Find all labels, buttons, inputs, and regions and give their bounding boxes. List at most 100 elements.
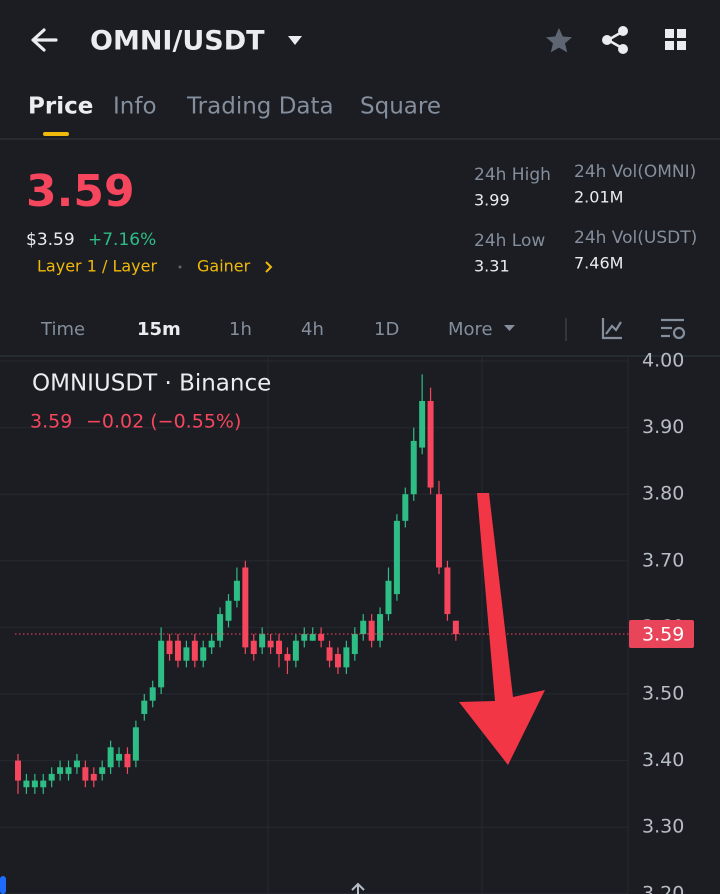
interval[interactable]: 1D xyxy=(374,319,399,340)
candle-body xyxy=(124,753,131,768)
price-change: +7.16% xyxy=(88,230,156,250)
candle-body xyxy=(360,620,367,635)
last-price-label: 3.59 xyxy=(642,624,684,646)
candle-body xyxy=(318,634,325,641)
candle-body xyxy=(284,654,291,661)
candle-body xyxy=(402,494,409,521)
tag[interactable]: Layer 1 / Layer xyxy=(37,257,157,276)
interval[interactable]: 4h xyxy=(301,319,324,340)
y-tick-label: 3.20 xyxy=(642,882,684,894)
candle-body xyxy=(200,647,207,661)
candle-body xyxy=(166,640,173,655)
candle-body xyxy=(351,634,358,655)
separator-dot xyxy=(178,265,182,269)
favorite-icon[interactable] xyxy=(546,28,572,53)
legend-price: 3.59 xyxy=(30,411,72,433)
candle-body xyxy=(427,400,434,488)
tab[interactable]: Info xyxy=(113,94,157,120)
interval[interactable]: 1h xyxy=(229,319,252,340)
tab[interactable]: Price xyxy=(28,94,93,120)
candle-body xyxy=(343,647,350,668)
stat-value: 7.46M xyxy=(574,254,623,273)
back-button[interactable] xyxy=(31,28,58,52)
candle-body xyxy=(267,640,274,648)
y-tick-label: 3.40 xyxy=(642,749,684,771)
candle-body xyxy=(259,634,266,648)
stat-label: 24h Vol(USDT) xyxy=(574,228,697,248)
candle-body xyxy=(309,634,316,641)
candle-body xyxy=(393,520,400,595)
candle-body xyxy=(158,640,165,688)
y-tick-label: 3.30 xyxy=(642,816,684,838)
candle-body xyxy=(149,687,156,701)
candle-body xyxy=(183,647,190,661)
settings-icon[interactable] xyxy=(661,318,686,340)
candle-body xyxy=(410,440,417,495)
candle-body xyxy=(208,640,215,648)
candle-body xyxy=(90,773,97,781)
candle-body xyxy=(141,700,148,714)
tag-chevron xyxy=(265,261,273,273)
annotation-arrow xyxy=(459,493,545,765)
candle-body xyxy=(436,494,442,568)
tab[interactable]: Trading Data xyxy=(186,94,334,120)
candle-body xyxy=(65,767,72,774)
candle-body xyxy=(385,580,392,615)
stat-value: 3.99 xyxy=(474,191,510,210)
candle-body xyxy=(242,567,249,648)
tab-indicator xyxy=(43,132,69,136)
share-icon[interactable] xyxy=(602,26,628,54)
last-price-box xyxy=(629,620,694,649)
candle-body xyxy=(73,760,80,768)
candle-body xyxy=(444,567,451,615)
candle-body xyxy=(452,620,459,635)
candle-body xyxy=(48,773,55,781)
pair-title[interactable]: OMNI/USDT xyxy=(90,26,265,57)
stat-value: 2.01M xyxy=(574,188,623,207)
stat-label: 24h High xyxy=(474,165,551,185)
candle-body xyxy=(326,647,333,661)
edge-handle xyxy=(0,876,6,894)
interval[interactable]: Time xyxy=(40,319,85,340)
candle-body xyxy=(276,640,283,655)
tag[interactable]: Gainer xyxy=(197,257,251,276)
candle-body xyxy=(15,760,21,781)
pair-dropdown[interactable] xyxy=(288,36,302,45)
stat-label: 24h Low xyxy=(474,231,545,251)
indicator-icon[interactable] xyxy=(601,318,622,340)
chart-title: OMNIUSDT · Binance xyxy=(32,371,271,397)
candle-body xyxy=(99,767,106,774)
candle-body xyxy=(31,780,38,788)
y-tick-label: 3.50 xyxy=(642,683,684,705)
candle-body xyxy=(292,640,299,661)
interval[interactable]: 15m xyxy=(137,319,181,340)
chart: 3.203.303.403.503.603.703.803.904.003.59 xyxy=(0,350,694,894)
candle-body xyxy=(174,640,181,661)
candle-body xyxy=(334,654,341,668)
candle-body xyxy=(132,727,139,761)
stat-label: 24h Vol(OMNI) xyxy=(574,162,696,182)
candle-body xyxy=(217,614,224,641)
candle-body xyxy=(23,780,30,788)
candle-body xyxy=(116,753,123,761)
candle-body xyxy=(57,767,64,774)
y-tick-label: 3.80 xyxy=(642,483,684,505)
tab[interactable]: Square xyxy=(360,94,441,120)
candle-body xyxy=(419,400,426,448)
y-tick-label: 3.70 xyxy=(642,549,684,571)
candle-body xyxy=(82,767,89,781)
legend-change: −0.02 (−0.55%) xyxy=(86,411,241,433)
scroll-icon[interactable] xyxy=(351,882,365,894)
candle-body xyxy=(107,747,114,768)
interval[interactable]: More xyxy=(448,319,493,340)
candle-body xyxy=(377,614,384,641)
y-tick-label: 3.90 xyxy=(642,416,684,438)
y-tick-label: 4.00 xyxy=(642,350,684,372)
candle-body xyxy=(225,600,232,621)
grid-menu-icon[interactable] xyxy=(665,29,686,50)
last-price: 3.59 xyxy=(26,166,135,217)
candle-body xyxy=(368,620,375,641)
usd-price: $3.59 xyxy=(26,230,75,250)
